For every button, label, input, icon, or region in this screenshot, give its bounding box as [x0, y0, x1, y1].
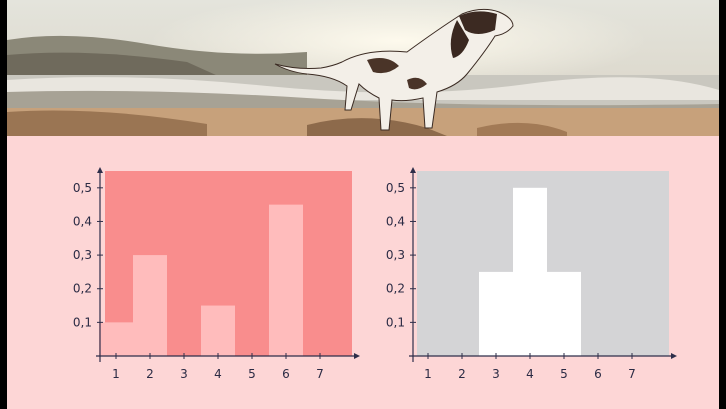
right-bar-3 [479, 271, 513, 356]
left-ytick-label: 0,4 [73, 214, 92, 228]
right-bar-4 [513, 187, 547, 356]
left-xtick-label: 1 [112, 367, 120, 381]
dog-beach-photo [7, 0, 719, 136]
left-ytick-label: 0,2 [73, 282, 92, 296]
left-ytick-label: 0,5 [73, 181, 92, 195]
right-xtick-label: 7 [628, 367, 636, 381]
right-xtick-label: 5 [560, 367, 568, 381]
right-xtick-label: 4 [526, 367, 534, 381]
right-x-arrow [671, 353, 677, 359]
right-xtick-label: 1 [424, 367, 432, 381]
slide-frame: 0,1 0,2 0,3 0,4 0,5 1 2 3 4 5 6 7 0,1 0,2 0,3 0,4 0,5 1 2 3… [7, 0, 719, 409]
left-bar-4 [201, 305, 235, 356]
left-xtick-label: 2 [146, 367, 154, 381]
left-xtick-label: 7 [316, 367, 324, 381]
left-xtick-label: 4 [214, 367, 222, 381]
left-xtick-label: 5 [248, 367, 256, 381]
right-ytick-label: 0,4 [386, 214, 405, 228]
left-xtick-label: 6 [282, 367, 290, 381]
right-ytick-label: 0,3 [386, 248, 405, 262]
right-ytick-label: 0,2 [386, 282, 405, 296]
right-ytick-label: 0,1 [386, 315, 405, 329]
left-bar-2 [133, 255, 167, 356]
left-bar-1 [99, 322, 133, 356]
right-bar-5 [547, 271, 581, 356]
left-xtick-label: 3 [180, 367, 188, 381]
left-bar-chart: 0,1 0,2 0,3 0,4 0,5 1 2 3 4 5 6 7 0,1 0,2 0,3 0,4 0,5 1 2 3… [73, 167, 677, 381]
left-x-arrow [354, 353, 360, 359]
right-xtick-label: 6 [594, 367, 602, 381]
right-ytick-label: 0,5 [386, 181, 405, 195]
left-bar-6 [269, 204, 303, 356]
right-y-arrow [410, 167, 416, 173]
right-xtick-label: 3 [492, 367, 500, 381]
right-xtick-label: 2 [458, 367, 466, 381]
left-ytick-label: 0,1 [73, 315, 92, 329]
left-y-arrow [97, 167, 103, 173]
left-ytick-label: 0,3 [73, 248, 92, 262]
